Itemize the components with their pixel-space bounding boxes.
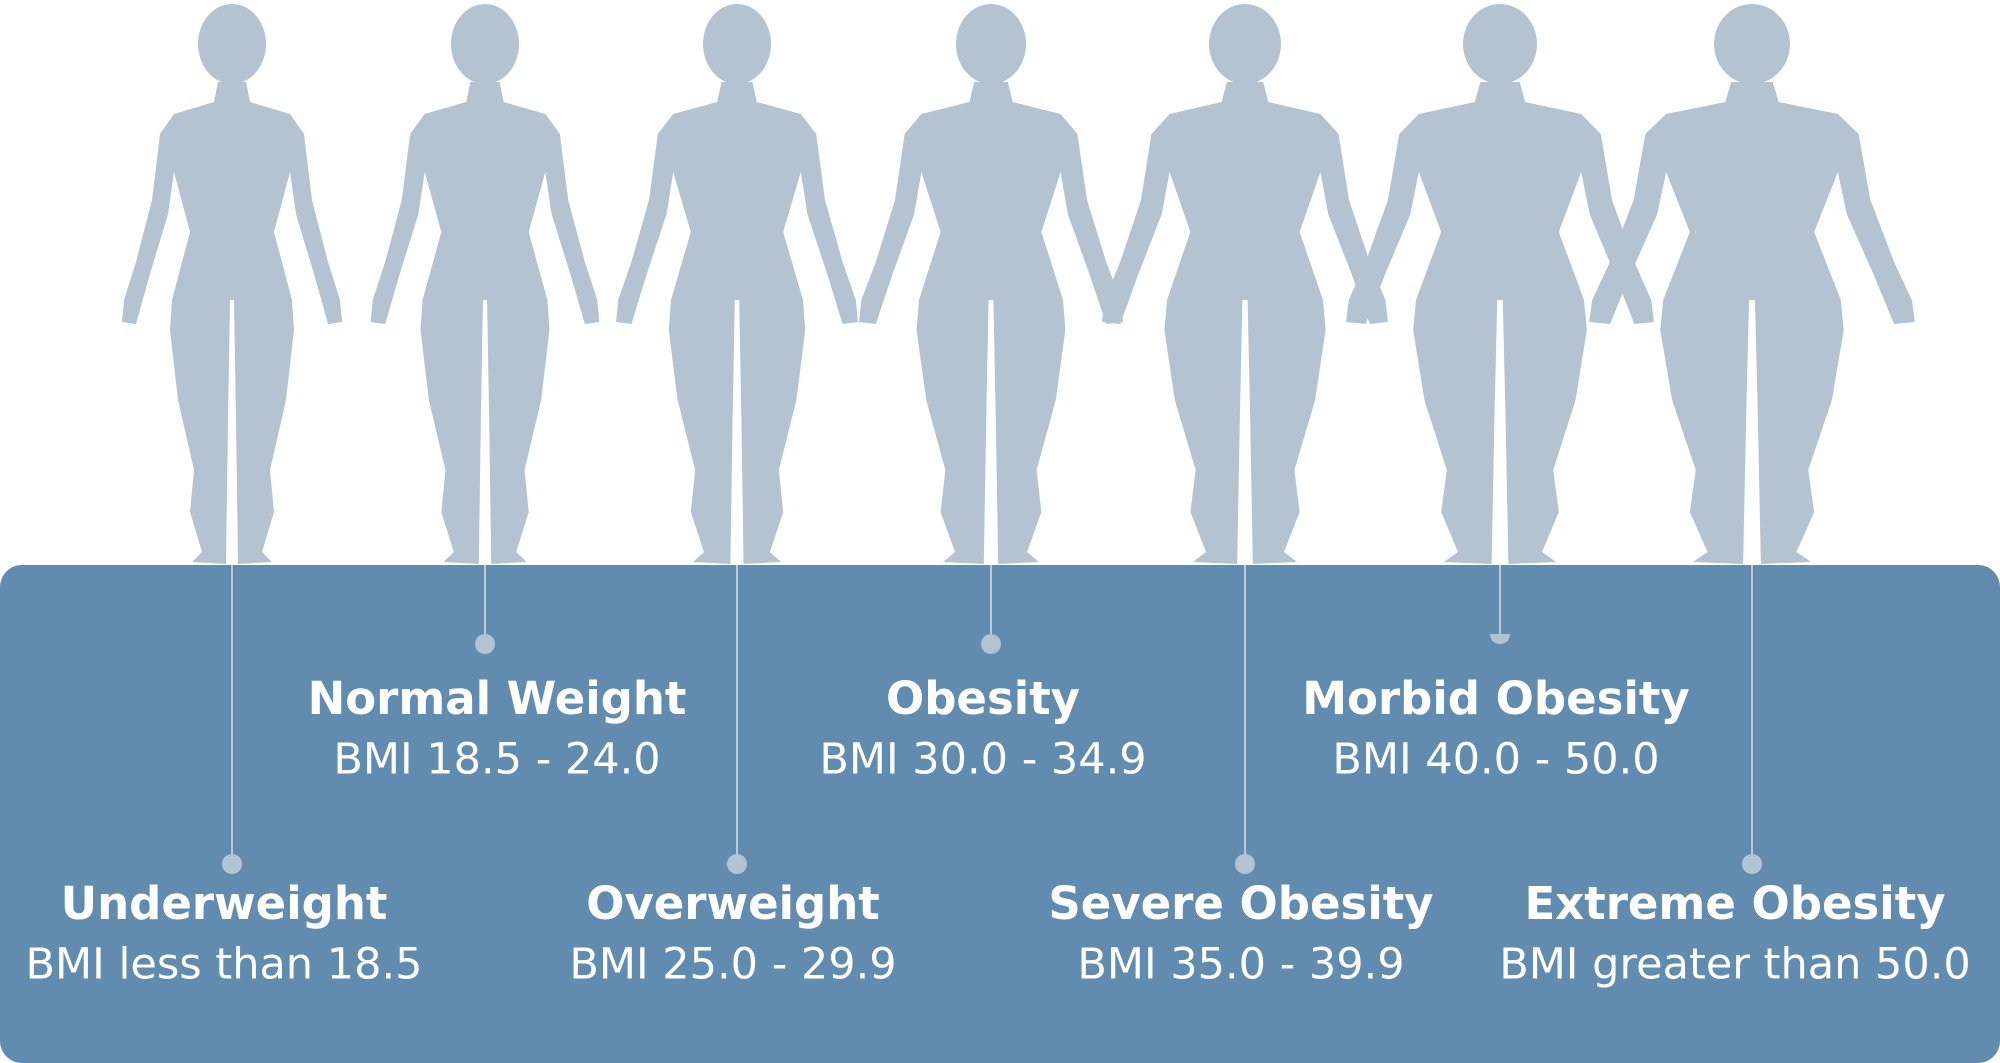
connector-dot [475,634,495,654]
category-range: BMI 25.0 - 29.9 [569,940,896,990]
category-title: Severe Obesity [1048,877,1433,930]
silhouette [370,4,600,564]
category-title: Extreme Obesity [1524,877,1945,930]
category-title: Morbid Obesity [1302,672,1689,725]
category-title: Normal Weight [308,672,687,725]
silhouette [1102,4,1388,564]
connector-dot [222,854,242,874]
connector-dot [1490,634,1510,644]
connector-dot [1235,854,1255,874]
category-range: BMI 35.0 - 39.9 [1077,940,1404,990]
category-range: BMI 30.0 - 34.9 [819,735,1146,785]
category-title: Obesity [886,672,1080,725]
connector-dot [727,854,747,874]
panel [0,565,2000,1063]
category-title: Overweight [586,877,880,930]
silhouette [616,4,858,564]
silhouette [1589,4,1915,564]
silhouette [859,4,1123,564]
category-title: Underweight [61,877,388,930]
category-range: BMI 18.5 - 24.0 [333,735,660,785]
connector-dot [981,634,1001,654]
category-range: BMI 40.0 - 50.0 [1332,735,1659,785]
silhouettes [122,4,1915,564]
silhouette [122,4,342,564]
connector-dot [1742,854,1762,874]
silhouette [1346,4,1654,564]
category-range: BMI greater than 50.0 [1499,940,1971,990]
category-range: BMI less than 18.5 [26,940,423,990]
